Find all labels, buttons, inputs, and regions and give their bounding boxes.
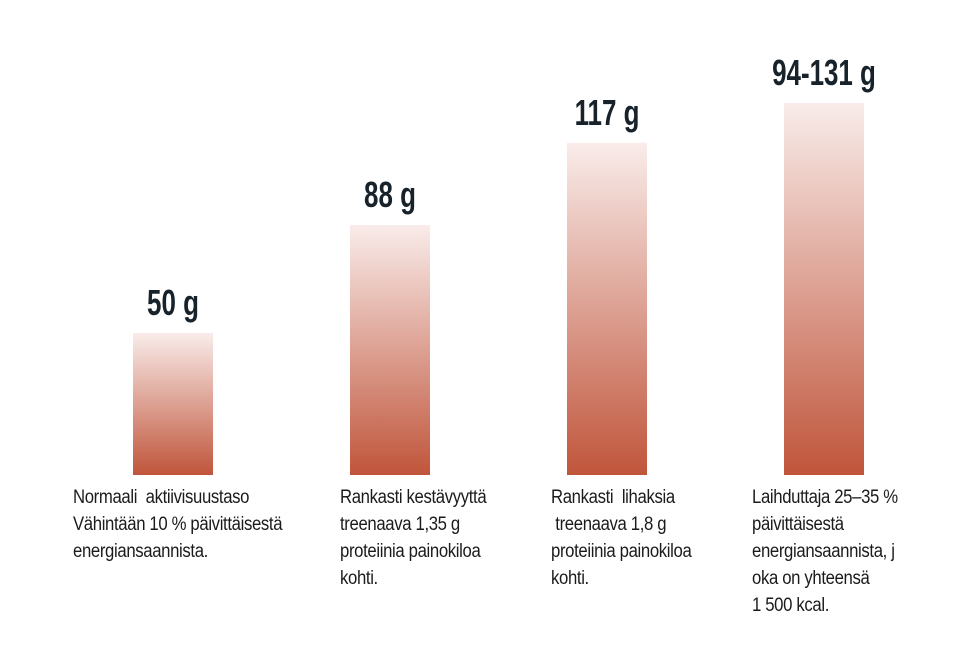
- category-label: Rankasti lihaksia treenaava 1,8 g protei…: [551, 487, 692, 589]
- category-label: Laihduttaja 25–35 % päivittäisestä energ…: [752, 487, 898, 616]
- value-label: 94-131 g: [772, 51, 876, 93]
- value-label: 117 g: [574, 91, 640, 133]
- bar: [350, 225, 430, 475]
- category-label: Rankasti kestävyyttä treenaava 1,35 g pr…: [340, 487, 487, 589]
- value-label: 50 g: [147, 282, 199, 323]
- bar: [133, 333, 213, 475]
- bar: [567, 142, 647, 475]
- bar: [784, 102, 864, 476]
- value-label: 88 g: [364, 174, 416, 216]
- category-label: Normaali aktiivisuustaso Vähintään 10 % …: [73, 487, 283, 562]
